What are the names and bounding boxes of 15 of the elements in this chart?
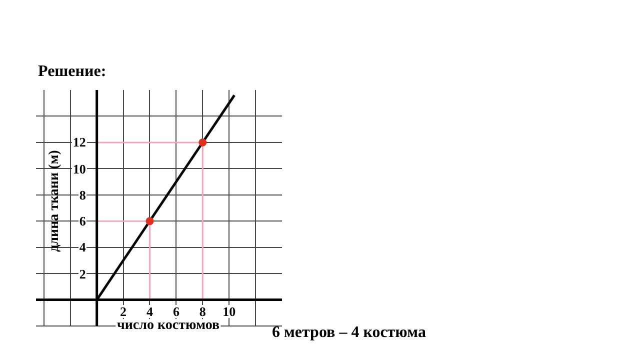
x-tick-label: 8 [198,304,207,319]
y-tick-label: 4 [78,240,87,255]
x-axis-title: число костюмов [116,318,221,333]
x-tick-label: 6 [172,304,180,319]
y-tick-label: 10 [72,161,87,176]
y-axis-title: длина ткани (м) [47,150,62,252]
x-tick-label: 4 [145,304,154,319]
chart-title: Решение: [38,63,106,80]
y-tick-label: 6 [78,214,87,229]
x-tick-label: 2 [119,304,128,319]
x-tick-label: 10 [222,304,237,319]
y-tick-label: 12 [72,134,87,150]
y-tick-label: 2 [78,266,87,282]
annotation: 6 метров – 4 костюма [272,324,426,341]
y-tick-label: 8 [78,187,87,202]
